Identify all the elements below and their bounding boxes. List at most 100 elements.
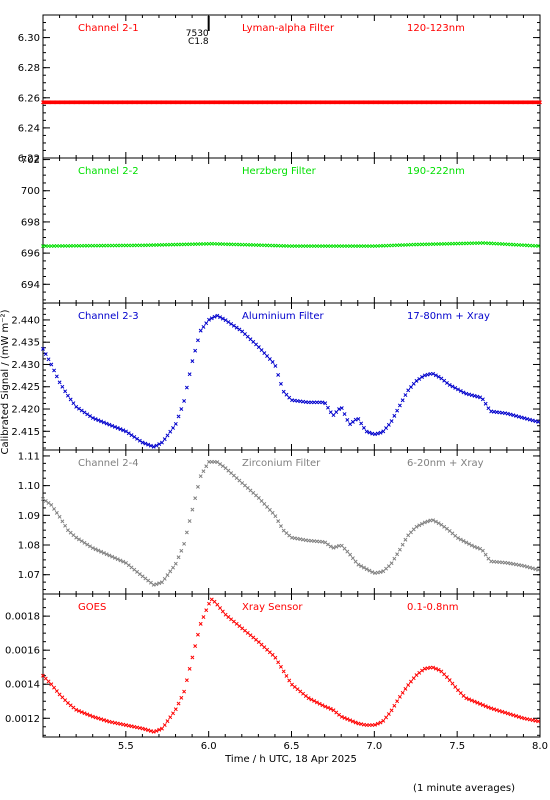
data-point	[392, 413, 397, 418]
data-point	[135, 725, 140, 730]
data-point	[201, 469, 206, 474]
data-point	[295, 536, 300, 541]
data-point	[157, 727, 162, 732]
data-point	[361, 425, 366, 430]
data-point	[508, 712, 513, 717]
data-point	[104, 718, 109, 723]
panel-label: Channel 2-3	[78, 311, 139, 322]
data-point	[478, 546, 483, 551]
data-point	[334, 410, 339, 415]
data-point	[60, 519, 65, 524]
data-point	[472, 544, 477, 549]
data-point	[464, 540, 469, 545]
data-point	[381, 429, 386, 434]
data-point	[273, 514, 278, 519]
data-point	[461, 539, 466, 543]
data-point	[207, 601, 211, 606]
data-point	[165, 573, 170, 578]
data-point	[389, 419, 394, 424]
data-point	[93, 547, 98, 552]
y-tick-label: 696	[21, 249, 40, 260]
y-tick-label: 6.24	[18, 123, 40, 134]
data-point	[306, 696, 311, 701]
y-tick-label: 2.435	[11, 338, 40, 349]
data-point	[63, 523, 68, 528]
data-point	[456, 387, 460, 392]
data-point	[400, 690, 405, 695]
panel-1: 6.22 6.24 6.26 6.28 6.30 Channel 2-1 Lyman-alp…	[18, 14, 542, 165]
series-2	[41, 241, 541, 249]
data-point	[527, 565, 532, 570]
data-point	[538, 100, 542, 105]
data-point	[218, 462, 223, 467]
data-point	[392, 556, 397, 561]
data-point	[350, 556, 355, 561]
data-point	[93, 715, 98, 720]
data-point	[290, 535, 294, 540]
data-point	[229, 321, 234, 326]
data-point	[251, 339, 256, 344]
data-point	[195, 632, 200, 637]
data-point	[314, 700, 319, 705]
data-point	[530, 566, 535, 571]
data-point	[63, 389, 68, 394]
data-point	[348, 718, 353, 723]
data-point	[467, 392, 472, 397]
data-point	[375, 721, 380, 726]
data-point	[79, 539, 84, 544]
panel-frame	[42, 449, 541, 595]
data-point	[240, 329, 245, 334]
data-point	[475, 394, 480, 399]
data-point	[160, 726, 164, 731]
data-point	[386, 422, 391, 427]
data-point	[328, 706, 333, 711]
data-point	[431, 371, 436, 376]
data-point	[303, 538, 308, 543]
data-point	[497, 708, 502, 713]
data-point	[337, 407, 341, 412]
data-point	[464, 696, 469, 701]
data-point	[409, 385, 413, 390]
data-point	[57, 514, 62, 519]
data-point	[522, 416, 527, 421]
data-point	[519, 415, 524, 420]
data-point	[267, 357, 272, 361]
data-point	[182, 541, 187, 546]
data-point	[176, 701, 181, 706]
data-point	[57, 380, 62, 385]
data-point	[110, 423, 115, 428]
data-point	[173, 561, 178, 566]
data-point	[135, 436, 140, 441]
data-point	[49, 682, 54, 687]
data-point	[414, 378, 419, 383]
data-point	[536, 567, 541, 572]
data-point	[82, 540, 87, 545]
panel-label: Zirconium Filter	[242, 458, 321, 469]
panel-label: Lyman-alpha Filter	[242, 23, 335, 34]
data-point	[439, 522, 444, 527]
data-point	[359, 722, 364, 727]
data-point	[461, 390, 466, 395]
data-point	[458, 691, 463, 695]
data-point	[403, 393, 408, 397]
data-point	[112, 720, 117, 725]
data-point	[209, 316, 214, 321]
data-point	[101, 718, 106, 722]
data-point	[151, 444, 156, 449]
data-point	[472, 699, 477, 704]
data-point	[320, 400, 325, 405]
data-point	[475, 545, 480, 550]
data-point	[126, 723, 131, 728]
data-point	[478, 701, 483, 706]
data-point	[148, 729, 153, 733]
data-point	[353, 720, 358, 725]
data-point	[265, 354, 270, 358]
data-point	[323, 401, 328, 406]
panel-label: 120-123nm	[407, 23, 465, 34]
data-point	[409, 679, 413, 684]
data-point	[226, 320, 231, 324]
data-point	[483, 552, 488, 557]
data-point	[220, 609, 225, 614]
data-point	[262, 351, 267, 356]
